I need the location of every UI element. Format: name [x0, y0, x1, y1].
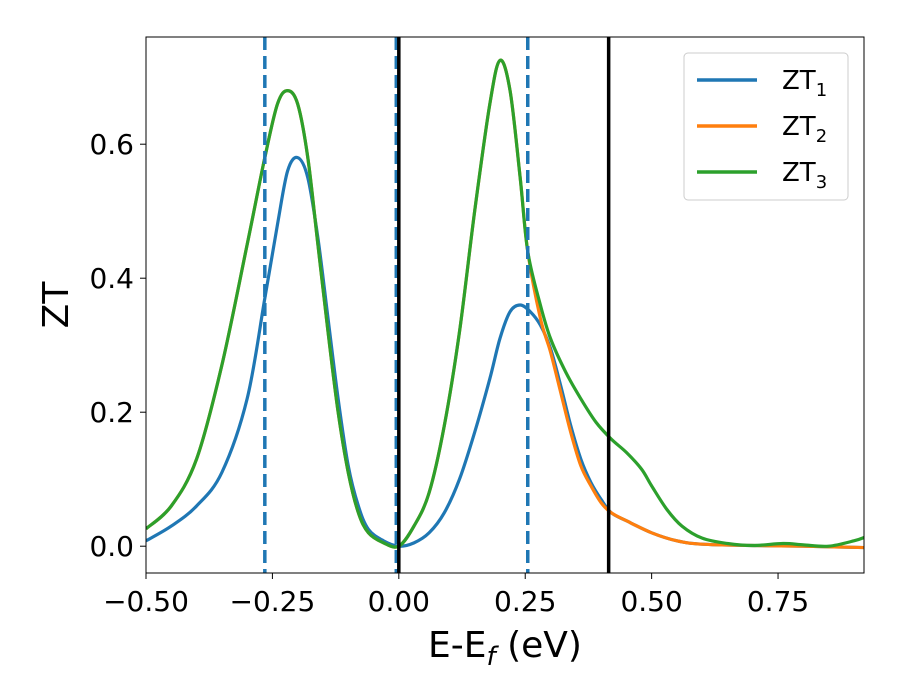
y-axis: 0.0 0.2 0.4 0.6	[89, 128, 146, 563]
legend-frame	[683, 52, 849, 201]
legend-label-zt1: ZT1	[782, 66, 827, 101]
x-axis-label: E-Ef (eV)	[428, 625, 582, 672]
x-tick-label: 0.50	[620, 585, 682, 618]
legend-label-zt3: ZT3	[782, 158, 827, 193]
y-axis-label: ZT	[36, 281, 77, 329]
series-line-zt3	[146, 58, 864, 549]
legend-label-zt2: ZT2	[782, 112, 827, 147]
x-tick-label: 0.00	[368, 585, 430, 618]
reference-lines-top	[263, 37, 611, 573]
x-tick-label: 0.75	[747, 585, 809, 618]
y-tick-label: 0.6	[89, 128, 134, 161]
x-tick-label: −0.50	[103, 585, 189, 618]
x-tick-label: 0.25	[494, 585, 556, 618]
x-axis-label-unit: (eV)	[496, 625, 582, 666]
legend: ZT1 ZT2 ZT3	[683, 52, 849, 201]
x-tick-label: −0.25	[230, 585, 316, 618]
y-tick-label: 0.2	[89, 396, 134, 429]
x-axis: −0.50 −0.25 0.00 0.25 0.50 0.75	[103, 573, 809, 618]
y-tick-label: 0.4	[89, 262, 134, 295]
y-tick-label: 0.0	[89, 530, 134, 563]
plot-frame	[145, 36, 865, 574]
